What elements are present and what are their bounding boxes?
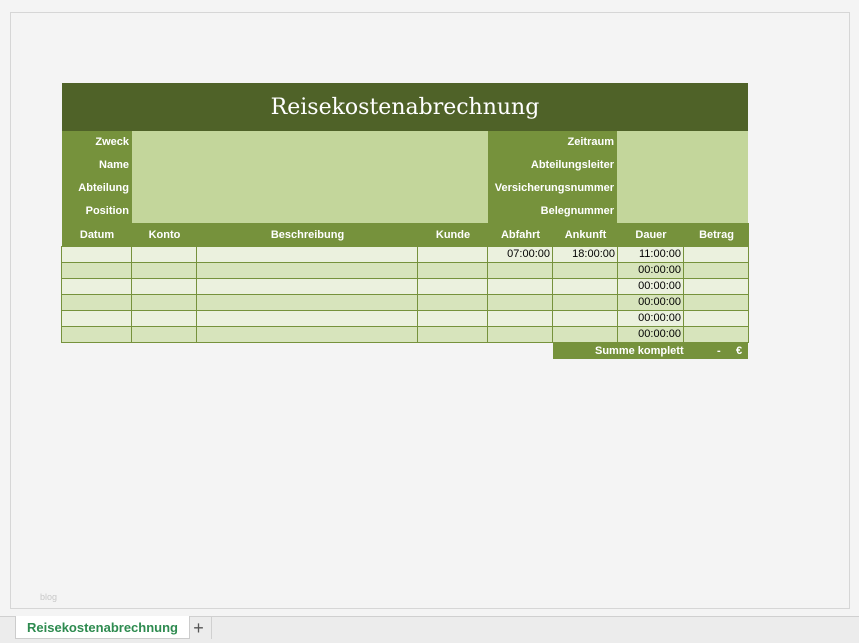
- table-cell[interactable]: [196, 278, 418, 295]
- info-input-left[interactable]: [132, 131, 488, 223]
- table-cell[interactable]: [196, 326, 418, 343]
- info-label: Versicherungsnummer: [488, 177, 617, 200]
- table-cell[interactable]: [487, 278, 553, 295]
- info-label: Zeitraum: [488, 131, 617, 154]
- table-cell[interactable]: [61, 278, 132, 295]
- column-header: Datum: [62, 223, 132, 247]
- table-cell[interactable]: [61, 262, 132, 279]
- summary-row: Summe komplett - €: [553, 343, 748, 359]
- info-label: Position: [62, 200, 132, 223]
- table-cell[interactable]: [417, 326, 488, 343]
- column-header: Ankunft: [553, 223, 618, 247]
- sheet-tab-reisekostenabrechnung[interactable]: Reisekostenabrechnung: [15, 616, 190, 639]
- watermark: blog: [40, 592, 58, 602]
- column-header: Konto: [132, 223, 197, 247]
- table-cell[interactable]: [61, 310, 132, 327]
- table-cell[interactable]: [196, 246, 418, 263]
- info-label: Zweck: [62, 131, 132, 154]
- table-cell[interactable]: [683, 294, 749, 311]
- info-input-right[interactable]: [617, 131, 748, 223]
- table-cell[interactable]: [131, 326, 197, 343]
- table-cell[interactable]: 00:00:00: [617, 294, 684, 311]
- table-cell[interactable]: [131, 262, 197, 279]
- summary-currency: €: [736, 345, 743, 357]
- table-cell[interactable]: [61, 326, 132, 343]
- sheet-title: Reisekostenabrechnung: [62, 83, 748, 131]
- table-cell[interactable]: [131, 294, 197, 311]
- table-cell[interactable]: [196, 310, 418, 327]
- table-cell[interactable]: [417, 278, 488, 295]
- table-cell[interactable]: [683, 326, 749, 343]
- table-cell[interactable]: 00:00:00: [617, 310, 684, 327]
- column-header: Beschreibung: [197, 223, 418, 247]
- table-cell[interactable]: [61, 246, 132, 263]
- table-cell[interactable]: 11:00:00: [617, 246, 684, 263]
- table-cell[interactable]: [552, 262, 618, 279]
- table-cell[interactable]: [683, 246, 749, 263]
- table-cell[interactable]: [683, 262, 749, 279]
- table-cell[interactable]: [196, 262, 418, 279]
- table-cell[interactable]: 00:00:00: [617, 262, 684, 279]
- table-cell[interactable]: [131, 310, 197, 327]
- table-cell[interactable]: [683, 278, 749, 295]
- table-cell[interactable]: [487, 326, 553, 343]
- table-cell[interactable]: 00:00:00: [617, 278, 684, 295]
- summary-value: -: [717, 345, 721, 357]
- column-header: Betrag: [684, 223, 749, 247]
- info-label: Abteilungsleiter: [488, 154, 617, 177]
- info-label: Name: [62, 154, 132, 177]
- table-cell[interactable]: [417, 310, 488, 327]
- summary-label: Summe komplett: [595, 345, 684, 357]
- table-cell[interactable]: [61, 294, 132, 311]
- table-cell[interactable]: [487, 262, 553, 279]
- table-cell[interactable]: [417, 262, 488, 279]
- table-cell[interactable]: 00:00:00: [617, 326, 684, 343]
- table-cell[interactable]: [683, 310, 749, 327]
- table-cell[interactable]: [552, 294, 618, 311]
- table-cell[interactable]: [552, 278, 618, 295]
- table-cell[interactable]: [552, 310, 618, 327]
- table-cell[interactable]: [487, 310, 553, 327]
- table-cell[interactable]: [417, 294, 488, 311]
- info-label: Abteilung: [62, 177, 132, 200]
- table-cell[interactable]: [552, 326, 618, 343]
- column-header: Kunde: [418, 223, 488, 247]
- column-header: Abfahrt: [488, 223, 553, 247]
- table-cell[interactable]: 18:00:00: [552, 246, 618, 263]
- table-cell[interactable]: [131, 278, 197, 295]
- table-cell[interactable]: [131, 246, 197, 263]
- add-sheet-button[interactable]: +: [186, 617, 212, 639]
- column-header: Dauer: [618, 223, 684, 247]
- table-cell[interactable]: [487, 294, 553, 311]
- table-cell[interactable]: [196, 294, 418, 311]
- table-cell[interactable]: [417, 246, 488, 263]
- info-label: Belegnummer: [488, 200, 617, 223]
- table-cell[interactable]: 07:00:00: [487, 246, 553, 263]
